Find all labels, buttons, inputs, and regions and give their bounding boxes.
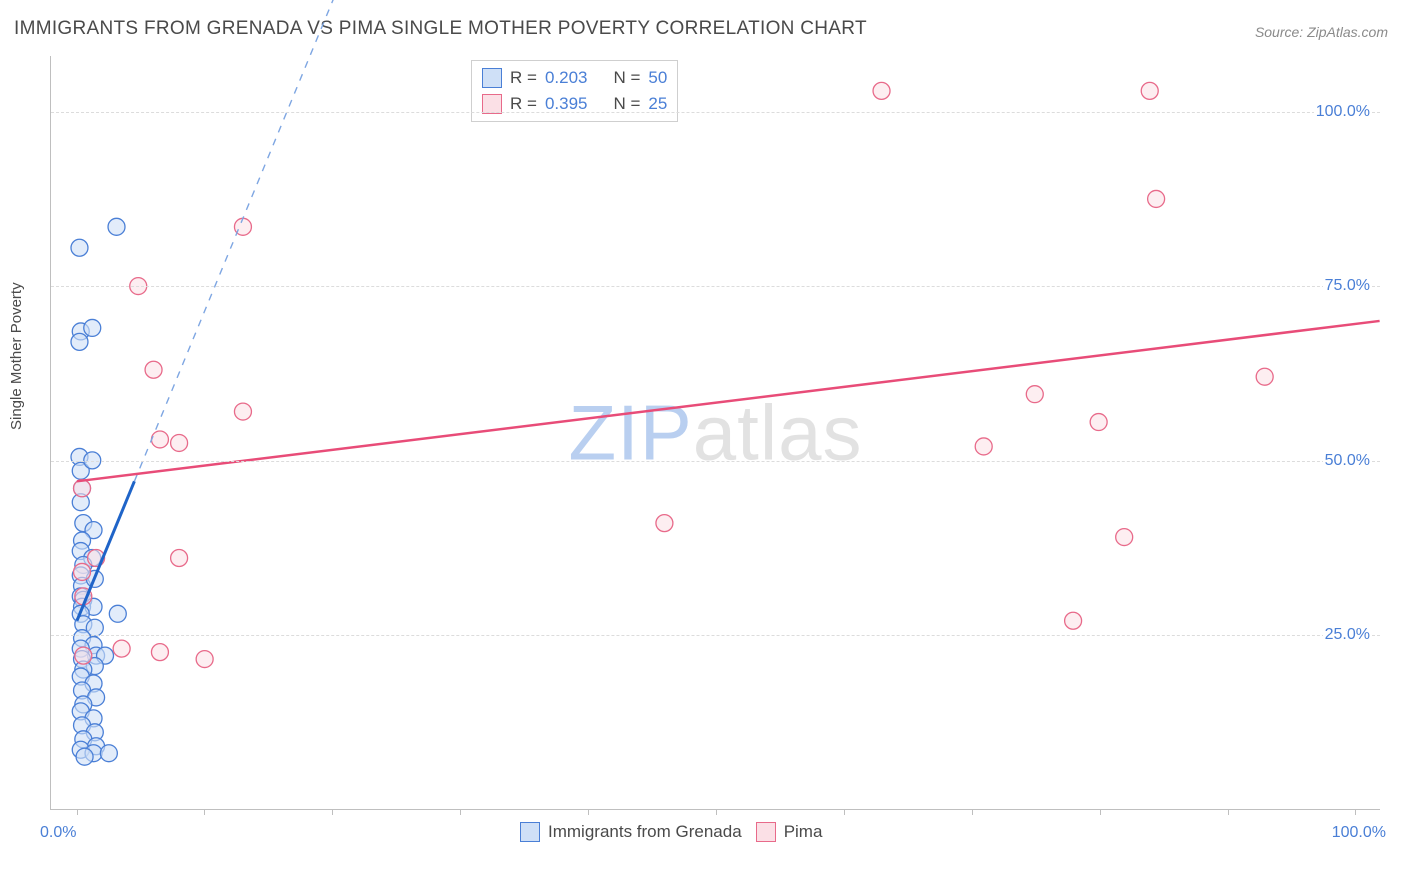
legend-n-label: N = [613, 68, 640, 88]
pink-point [74, 563, 91, 580]
pink-point [1148, 190, 1165, 207]
pink-point [75, 647, 92, 664]
pink-point [1141, 82, 1158, 99]
legend-series-item: Immigrants from Grenada [520, 822, 742, 842]
pink-point [975, 438, 992, 455]
legend-swatch [520, 822, 540, 842]
blue-point [109, 605, 126, 622]
pink-point [151, 644, 168, 661]
legend-series-label: Immigrants from Grenada [548, 822, 742, 842]
blue-trendline-dashed [134, 0, 396, 481]
x-tick-mark [460, 809, 461, 815]
pink-point [1256, 368, 1273, 385]
pink-point [1090, 414, 1107, 431]
legend-series: Immigrants from Grenada Pima [520, 822, 822, 842]
y-tick-label: 50.0% [1323, 452, 1372, 470]
pink-point [1065, 612, 1082, 629]
pink-point [74, 480, 91, 497]
chart-container: IMMIGRANTS FROM GRENADA VS PIMA SINGLE M… [0, 0, 1406, 892]
y-tick-label: 75.0% [1323, 277, 1372, 295]
pink-point [656, 515, 673, 532]
pink-point [113, 640, 130, 657]
chart-svg [51, 56, 1380, 809]
pink-point [1116, 529, 1133, 546]
pink-point [873, 82, 890, 99]
legend-swatch [756, 822, 776, 842]
pink-point [171, 550, 188, 567]
legend-stats-row: R = 0.203 N = 50 [482, 65, 667, 91]
pink-point [1026, 386, 1043, 403]
chart-title: IMMIGRANTS FROM GRENADA VS PIMA SINGLE M… [14, 18, 867, 40]
gridline-h [51, 112, 1380, 113]
pink-point [151, 431, 168, 448]
pink-point [145, 361, 162, 378]
legend-r-label: R = [510, 68, 537, 88]
y-tick-label: 100.0% [1314, 103, 1372, 121]
x-tick-mark [332, 809, 333, 815]
blue-point [76, 748, 93, 765]
blue-point [100, 745, 117, 762]
legend-r-value: 0.203 [545, 68, 588, 88]
source-attribution: Source: ZipAtlas.com [1255, 24, 1388, 40]
blue-point [84, 319, 101, 336]
x-tick-mark [972, 809, 973, 815]
legend-series-label: Pima [784, 822, 823, 842]
pink-point [196, 651, 213, 668]
gridline-h [51, 461, 1380, 462]
x-tick-mark [1355, 809, 1356, 815]
legend-stats-row: R =0.395N =25 [482, 91, 667, 117]
gridline-h [51, 635, 1380, 636]
x-tick-mark [204, 809, 205, 815]
plot-area: ZIPatlas R =0.203N =50R =0.395N =25 25.0… [50, 56, 1380, 810]
blue-point [71, 333, 88, 350]
x-tick-label-0: 0.0% [40, 824, 76, 842]
blue-point [71, 239, 88, 256]
x-tick-mark [716, 809, 717, 815]
gridline-h [51, 286, 1380, 287]
legend-series-item: Pima [756, 822, 823, 842]
x-tick-mark [844, 809, 845, 815]
pink-point [234, 403, 251, 420]
x-tick-mark [1100, 809, 1101, 815]
x-tick-label-100: 100.0% [1332, 824, 1386, 842]
y-tick-label: 25.0% [1323, 626, 1372, 644]
blue-point [108, 218, 125, 235]
pink-trendline [77, 321, 1380, 481]
pink-point [171, 434, 188, 451]
y-axis-label: Single Mother Poverty [8, 282, 25, 430]
x-tick-mark [588, 809, 589, 815]
legend-n-value: 50 [648, 68, 667, 88]
legend-swatch [482, 68, 502, 88]
x-tick-mark [1228, 809, 1229, 815]
x-tick-mark [77, 809, 78, 815]
